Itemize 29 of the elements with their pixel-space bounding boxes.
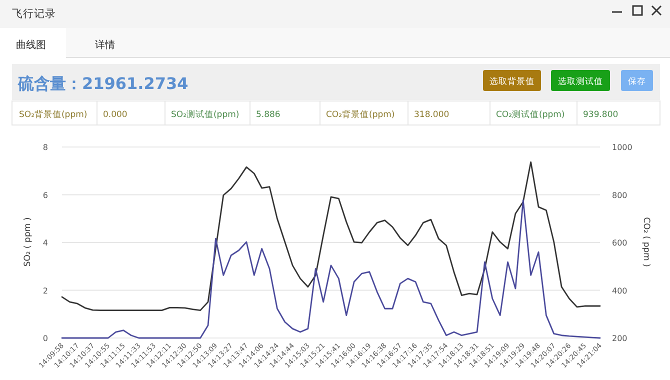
text: 5.886 bbox=[256, 110, 280, 120]
text: CO₂背景值(ppm) bbox=[326, 109, 395, 120]
text: 选取测试值 bbox=[558, 76, 603, 87]
text: CO₂测试值(ppm) bbox=[496, 109, 565, 120]
chart-subtitle: 硫含量：21961.2734 bbox=[17, 74, 188, 93]
text: 939.800 bbox=[583, 110, 618, 120]
text: SO₂背景值(ppm) bbox=[19, 109, 88, 120]
y-tick-label: 8 bbox=[42, 143, 48, 152]
y2-axis-title: CO₂ ( ppm ) bbox=[641, 217, 651, 267]
y-tick-label: 0 bbox=[42, 334, 48, 343]
y-tick-label: 6 bbox=[42, 190, 48, 200]
line-series bbox=[61, 161, 601, 312]
text: 详情 bbox=[95, 39, 115, 51]
y2-tick-label: 800 bbox=[612, 190, 628, 200]
y2-tick-label: 600 bbox=[612, 238, 628, 248]
chart-title: 飞行记录 bbox=[12, 8, 56, 20]
y-axis-title: SO₂ ( ppm ) bbox=[23, 217, 33, 267]
y2-tick-label: 400 bbox=[612, 286, 628, 296]
text: 保存 bbox=[628, 76, 646, 87]
y-tick-label: 2 bbox=[42, 286, 48, 296]
text: 0.000 bbox=[103, 110, 128, 120]
y2-tick-label: 200 bbox=[612, 334, 628, 343]
text: 选取背景值 bbox=[490, 76, 534, 87]
y-tick-label: 4 bbox=[42, 238, 48, 248]
y2-tick-label: 1000 bbox=[612, 143, 632, 152]
text: 318.000 bbox=[414, 110, 450, 120]
line-series bbox=[61, 200, 601, 339]
text: SO₂测试值(ppm) bbox=[171, 109, 240, 120]
text: 曲线图 bbox=[16, 39, 46, 51]
